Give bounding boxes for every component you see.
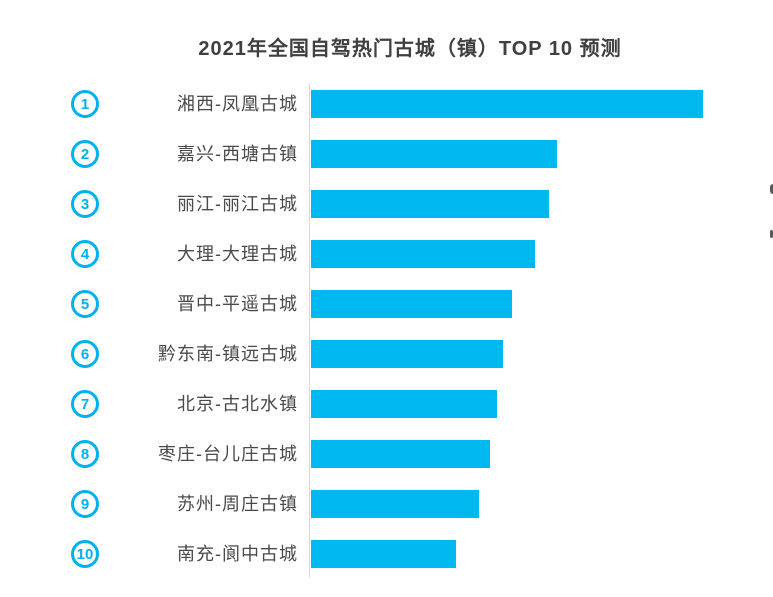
chart-row: 1 湘西-凤凰古城 <box>0 79 773 129</box>
category-label: 枣庄-台儿庄古城 <box>158 444 298 464</box>
clipped-edge-artifact <box>770 184 773 194</box>
bar <box>311 290 512 318</box>
rank-badge: 5 <box>71 290 99 318</box>
clipped-edge-artifact <box>770 230 773 238</box>
category-label: 嘉兴-西塘古镇 <box>177 144 298 164</box>
category-label: 晋中-平遥古城 <box>177 294 298 314</box>
bar <box>311 90 703 118</box>
bar <box>311 140 557 168</box>
chart-title: 2021年全国自驾热门古城（镇）TOP 10 预测 <box>198 38 622 60</box>
bar <box>311 340 503 368</box>
category-label: 大理-大理古城 <box>177 244 298 264</box>
chart-row: 9 苏州-周庄古镇 <box>0 479 773 529</box>
chart-row: 10 南充-阆中古城 <box>0 529 773 579</box>
chart-row: 7 北京-古北水镇 <box>0 379 773 429</box>
bar <box>311 540 456 568</box>
category-label: 丽江-丽江古城 <box>177 194 298 214</box>
bar <box>311 190 549 218</box>
rank-badge: 2 <box>71 140 99 168</box>
bar <box>311 240 535 268</box>
category-label: 湘西-凤凰古城 <box>177 94 298 114</box>
chart-row: 5 晋中-平遥古城 <box>0 279 773 329</box>
axis-line <box>309 84 310 578</box>
chart-row: 8 枣庄-台儿庄古城 <box>0 429 773 479</box>
rank-badge: 3 <box>71 190 99 218</box>
bar <box>311 490 479 518</box>
chart-row: 6 黔东南-镇远古城 <box>0 329 773 379</box>
category-label: 北京-古北水镇 <box>177 394 298 414</box>
rank-badge: 1 <box>71 90 99 118</box>
category-label: 苏州-周庄古镇 <box>177 494 298 514</box>
chart-row: 3 丽江-丽江古城 <box>0 179 773 229</box>
chart-row: 4 大理-大理古城 <box>0 229 773 279</box>
rank-badge: 7 <box>71 390 99 418</box>
rank-badge: 8 <box>71 440 99 468</box>
rank-badge: 4 <box>71 240 99 268</box>
bar <box>311 440 490 468</box>
chart-row: 2 嘉兴-西塘古镇 <box>0 129 773 179</box>
rank-badge: 6 <box>71 340 99 368</box>
category-label: 南充-阆中古城 <box>177 544 298 564</box>
rank-badge: 9 <box>71 490 99 518</box>
category-label: 黔东南-镇远古城 <box>158 344 298 364</box>
rank-badge: 10 <box>71 540 99 568</box>
bar <box>311 390 497 418</box>
